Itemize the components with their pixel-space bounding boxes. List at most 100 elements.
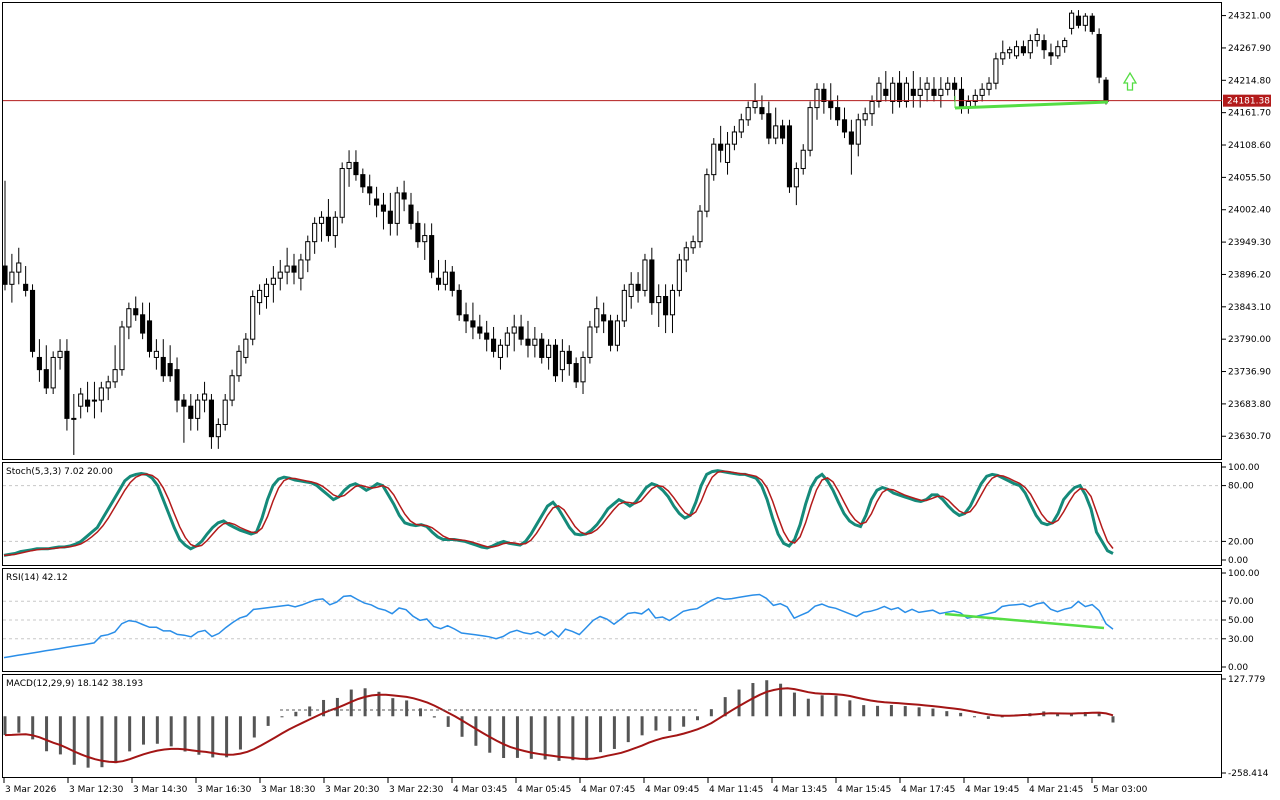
- candle-body: [291, 265, 297, 273]
- candle-body: [1082, 15, 1088, 26]
- candle: [339, 162, 345, 224]
- candle: [98, 381, 104, 413]
- candle: [29, 284, 36, 358]
- stoch-label: Stoch(5,3,3) 7.02 20.00: [6, 467, 113, 477]
- candle: [621, 284, 627, 327]
- macd-bar: [931, 708, 935, 717]
- candle: [580, 351, 586, 395]
- macd-bar: [529, 716, 533, 759]
- candle: [105, 375, 111, 401]
- candle: [380, 192, 387, 230]
- candle: [250, 290, 256, 346]
- candle: [57, 339, 63, 370]
- candle-body: [683, 247, 689, 261]
- candle-body: [601, 314, 607, 322]
- macd-bar: [17, 716, 21, 733]
- macd-bar: [405, 700, 409, 717]
- candle: [36, 339, 42, 382]
- candle: [394, 186, 400, 236]
- candle-body: [36, 356, 42, 371]
- macd-bar: [834, 695, 838, 717]
- candle-body: [1103, 79, 1109, 103]
- candle-body: [318, 216, 325, 224]
- candle: [1007, 46, 1013, 59]
- candle-body: [353, 161, 359, 176]
- candle: [236, 345, 242, 382]
- candle-body: [924, 82, 930, 90]
- macd-signal-line: [4, 687, 1114, 764]
- candle: [683, 241, 689, 273]
- candle: [318, 211, 325, 242]
- macd-bar: [100, 716, 104, 768]
- time-tick-label: 4 Mar 17:45: [901, 785, 955, 795]
- candle-body: [29, 289, 36, 352]
- candle-body: [1020, 46, 1026, 54]
- pane-frames: [2, 2, 1222, 778]
- candle: [525, 320, 531, 358]
- candle: [1027, 34, 1033, 59]
- candle: [374, 186, 380, 218]
- candle-body: [263, 283, 270, 298]
- candle: [786, 119, 793, 193]
- macd-bar: [72, 716, 76, 765]
- macd-bar: [294, 711, 298, 717]
- candle-body: [1034, 33, 1040, 42]
- candle: [862, 107, 868, 126]
- price-tick-label: 23843.10: [1228, 303, 1271, 313]
- candle-body: [153, 350, 159, 358]
- candle-body: [195, 399, 201, 419]
- candle: [1041, 34, 1047, 59]
- time-tick-label: 3 Mar 22:30: [389, 785, 444, 795]
- candle-body: [841, 119, 848, 133]
- candle: [50, 351, 56, 395]
- candle: [435, 259, 442, 291]
- time-tick-label: 4 Mar 05:45: [517, 785, 571, 795]
- candle-body: [1000, 52, 1006, 60]
- candle: [16, 247, 22, 285]
- candle: [965, 95, 971, 114]
- candle: [539, 333, 545, 364]
- candle-body: [1041, 40, 1047, 51]
- macd-bar: [363, 688, 367, 717]
- candle-body: [848, 131, 854, 145]
- candle: [793, 162, 799, 206]
- candle-body: [98, 387, 104, 401]
- candle: [559, 339, 565, 382]
- candle: [780, 119, 786, 145]
- candle: [160, 339, 166, 382]
- candle-body: [539, 338, 545, 358]
- candle: [298, 253, 304, 291]
- macd-bar: [668, 716, 672, 731]
- candle-body: [181, 399, 187, 407]
- candle-body: [669, 289, 676, 316]
- macd-bar: [1083, 711, 1087, 717]
- macd-bar: [959, 712, 963, 717]
- support-trendline: [954, 100, 1109, 110]
- price-tick-label: 23736.90: [1228, 368, 1271, 378]
- candle-body: [869, 101, 875, 115]
- macd-bar: [502, 716, 506, 759]
- candle: [257, 284, 263, 315]
- candle-body: [312, 222, 318, 243]
- candle: [607, 314, 614, 352]
- candle-body: [759, 107, 765, 115]
- macd-bar: [543, 716, 547, 760]
- time-tick-label: 4 Mar 19:45: [965, 785, 1019, 795]
- macd-bar: [585, 716, 589, 761]
- candle: [133, 296, 139, 321]
- macd-bar: [142, 716, 145, 745]
- candle-body: [491, 338, 497, 352]
- macd-bar: [488, 716, 492, 753]
- candle-body: [85, 399, 91, 407]
- candle: [449, 266, 455, 297]
- stoch-axis: 100.00 80.00 20.00 0.00: [3, 463, 1260, 566]
- candle-body: [766, 113, 772, 139]
- candle: [422, 223, 428, 260]
- candle: [890, 77, 896, 114]
- candle-body: [786, 125, 793, 188]
- price-tick-label: 24214.80: [1228, 76, 1271, 86]
- candle-body: [429, 235, 435, 273]
- candle-body: [511, 326, 517, 334]
- macd-label: MACD(12,29,9) 18.142 38.193: [6, 679, 143, 689]
- price-axis: 24321.00 24267.90 24214.80 24161.70 24108.60…: [1222, 12, 1271, 442]
